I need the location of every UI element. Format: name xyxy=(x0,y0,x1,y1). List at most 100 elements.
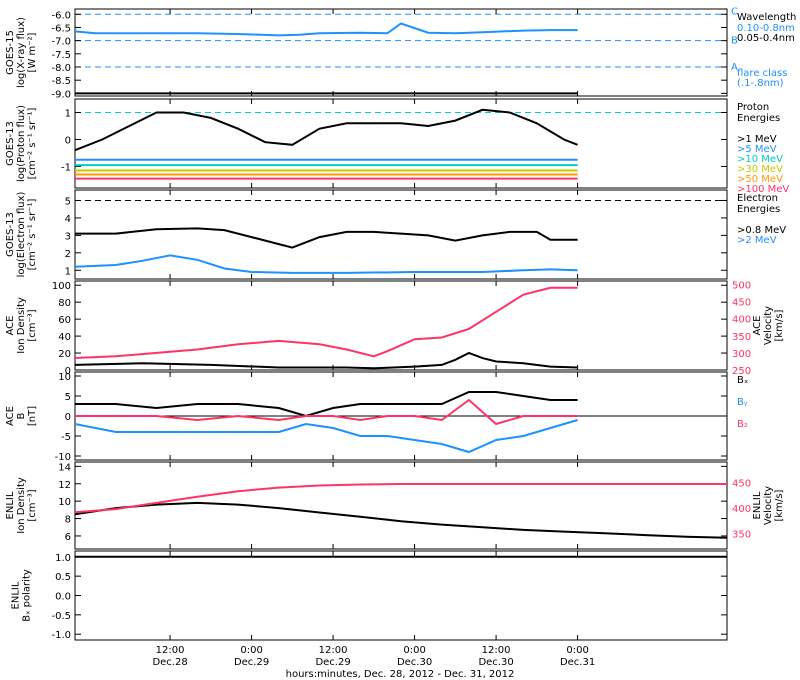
y-tick-label-ace_density-5: 0 xyxy=(65,366,71,377)
y-axis-label-ace_field-0: ACE xyxy=(5,406,16,426)
x-tick-sublabel-1: Dec.29 xyxy=(234,657,269,668)
y-tick-label-ace_field-3: -5 xyxy=(61,432,71,443)
series-electron-1 xyxy=(74,254,578,274)
x-tick-label-2: 12:00 xyxy=(319,645,348,656)
legend-item-proton-4: >50 MeV xyxy=(737,174,783,185)
y-tick-label-xray-6: -9.0 xyxy=(51,89,71,100)
note-xray-1: (.1-.8nm) xyxy=(737,78,784,89)
panel-frame-xray xyxy=(74,8,728,97)
legend-item-ace_field-1: Bᵧ xyxy=(737,397,748,408)
right-axis-label-enlil_density-1: Velocity xyxy=(763,486,774,525)
legend-item-proton-5: >100 MeV xyxy=(737,184,789,195)
x-tick-sublabel-0: Dec.28 xyxy=(152,657,187,668)
y-tick-label-enlil_density-1: 12 xyxy=(58,480,71,491)
y-tick-label-ace_field-4: -10 xyxy=(55,452,71,463)
y-tick-label-enlil_density-4: 6 xyxy=(65,532,71,543)
legend-item-xray-0: 0.10-0.8nm xyxy=(737,23,795,34)
x-tick-label-1: 0:00 xyxy=(240,645,262,656)
y-tick-label-electron-1: 4 xyxy=(65,214,71,225)
y-axis-label-ace_density-2: [cm⁻³] xyxy=(27,309,38,341)
legend-item-ace_field-2: B₂ xyxy=(737,419,748,430)
legend-item-electron-1: >2 MeV xyxy=(737,235,777,246)
y-tick-label-ace_density-3: 40 xyxy=(58,332,71,343)
legend-item-proton-2: >10 MeV xyxy=(737,154,783,165)
x-tick-sublabel-4: Dec.30 xyxy=(478,657,513,668)
legend-item-proton-3: >30 MeV xyxy=(737,164,783,175)
x-tick-label-5: 0:00 xyxy=(566,645,588,656)
y-axis-label-xray-2: [W m⁻²] xyxy=(27,32,38,72)
y-axis-label-ace_density-1: Ion Density xyxy=(16,297,27,354)
y-tick-label-electron-3: 2 xyxy=(65,249,71,260)
legend-item-proton-1: >5 MeV xyxy=(737,144,777,155)
y-tick-label-proton-2: -1 xyxy=(61,162,71,173)
panel-frame-proton xyxy=(74,98,728,189)
y-tick-label-enlil_density-0: 14 xyxy=(58,462,71,473)
series-ace_density-1 xyxy=(74,286,578,359)
panel-frame-enlil_density xyxy=(74,461,728,550)
panel-frame-ace_density xyxy=(74,280,728,371)
y-tick-label-ace_field-1: 5 xyxy=(65,392,71,403)
y-tick-label-xray-4: -8.0 xyxy=(51,63,71,74)
x-tick-label-0: 12:00 xyxy=(156,645,185,656)
series-proton-0 xyxy=(74,108,578,152)
y-tick-label-ace_density-2: 60 xyxy=(58,315,71,326)
right-axis-label-enlil_density-0: ENLIL xyxy=(752,491,763,519)
legend-title-xray-0: Wavelength xyxy=(737,12,796,23)
panel-frame-enlil_polarity xyxy=(74,550,728,641)
y-tick-label-xray-3: -7.5 xyxy=(51,50,71,61)
y-axis-label-xray-0: GOES-15 xyxy=(5,30,16,75)
y-axis-label-enlil_polarity-1: Bₓ polarity xyxy=(22,569,33,622)
legend-item-electron-0: >0.8 MeV xyxy=(737,225,786,236)
right-y-tick-label-enlil_density-1: 400 xyxy=(732,504,751,515)
y-tick-label-enlil_density-2: 10 xyxy=(58,497,71,508)
y-tick-label-xray-0: -6.0 xyxy=(51,10,71,21)
y-tick-label-ace_density-4: 20 xyxy=(58,349,71,360)
x-axis-label: hours:minutes, Dec. 28, 2012 - Dec. 31, … xyxy=(286,669,515,680)
reference-label-xray-0: C xyxy=(731,6,738,17)
legend-title-electron-1: Energies xyxy=(737,204,780,215)
legend-item-xray-1: 0.05-0.4nm xyxy=(737,33,795,44)
y-tick-label-electron-4: 1 xyxy=(65,266,71,277)
x-tick-label-4: 12:00 xyxy=(482,645,511,656)
right-y-tick-label-enlil_density-0: 450 xyxy=(732,478,751,489)
y-tick-label-ace_field-2: 0 xyxy=(65,412,71,423)
legend-title-proton-1: Energies xyxy=(737,113,780,124)
y-tick-label-proton-0: 1 xyxy=(65,108,71,119)
y-axis-label-xray-1: log(X-ray flux) xyxy=(16,17,27,88)
y-axis-label-electron-0: GOES-13 xyxy=(5,212,16,257)
y-tick-label-ace_field-0: 10 xyxy=(58,372,71,383)
y-tick-label-enlil_polarity-4: -1.0 xyxy=(51,630,71,641)
y-tick-label-enlil_polarity-2: 0.0 xyxy=(55,592,71,603)
y-axis-label-electron-1: log(Electron flux) xyxy=(16,192,27,278)
right-axis-label-ace_density-2: [km/s] xyxy=(774,309,785,341)
right-y-tick-label-ace_density-0: 500 xyxy=(732,280,751,291)
y-axis-label-proton-0: GOES-13 xyxy=(5,121,16,166)
note-xray-0: flare class xyxy=(737,68,787,79)
x-tick-label-3: 0:00 xyxy=(403,645,425,656)
right-y-tick-label-ace_density-1: 450 xyxy=(732,298,751,309)
legend-item-proton-0: >1 MeV xyxy=(737,134,777,145)
legend-title-proton-0: Proton xyxy=(737,102,769,113)
y-axis-label-ace_density-0: ACE xyxy=(5,316,16,336)
series-electron-0 xyxy=(75,227,578,249)
y-axis-label-ace_field-1: B xyxy=(16,412,27,419)
right-y-tick-label-ace_density-5: 250 xyxy=(732,366,751,377)
right-y-tick-label-enlil_density-2: 350 xyxy=(732,530,751,541)
series-ace_field-1 xyxy=(74,419,578,454)
series-ace_field-0 xyxy=(75,391,578,418)
y-tick-label-enlil_polarity-0: 1.0 xyxy=(55,553,71,564)
y-axis-label-enlil_density-0: ENLIL xyxy=(5,491,16,519)
right-y-tick-label-ace_density-4: 300 xyxy=(732,349,751,360)
y-tick-label-xray-1: -6.5 xyxy=(51,23,71,34)
y-tick-label-enlil_density-3: 8 xyxy=(65,515,71,526)
reference-label-xray-2: A xyxy=(731,62,738,73)
y-axis-label-enlil_polarity-0: ENLIL xyxy=(11,581,22,609)
right-axis-label-ace_density-0: ACE xyxy=(752,316,763,336)
series-xray-0 xyxy=(74,22,578,37)
y-axis-label-ace_field-2: [nT] xyxy=(27,406,38,426)
series-ace_field-2 xyxy=(75,398,578,426)
y-tick-label-proton-1: 0 xyxy=(65,135,71,146)
series-enlil_density-0 xyxy=(74,501,728,539)
series-ace_density-0 xyxy=(74,351,578,370)
